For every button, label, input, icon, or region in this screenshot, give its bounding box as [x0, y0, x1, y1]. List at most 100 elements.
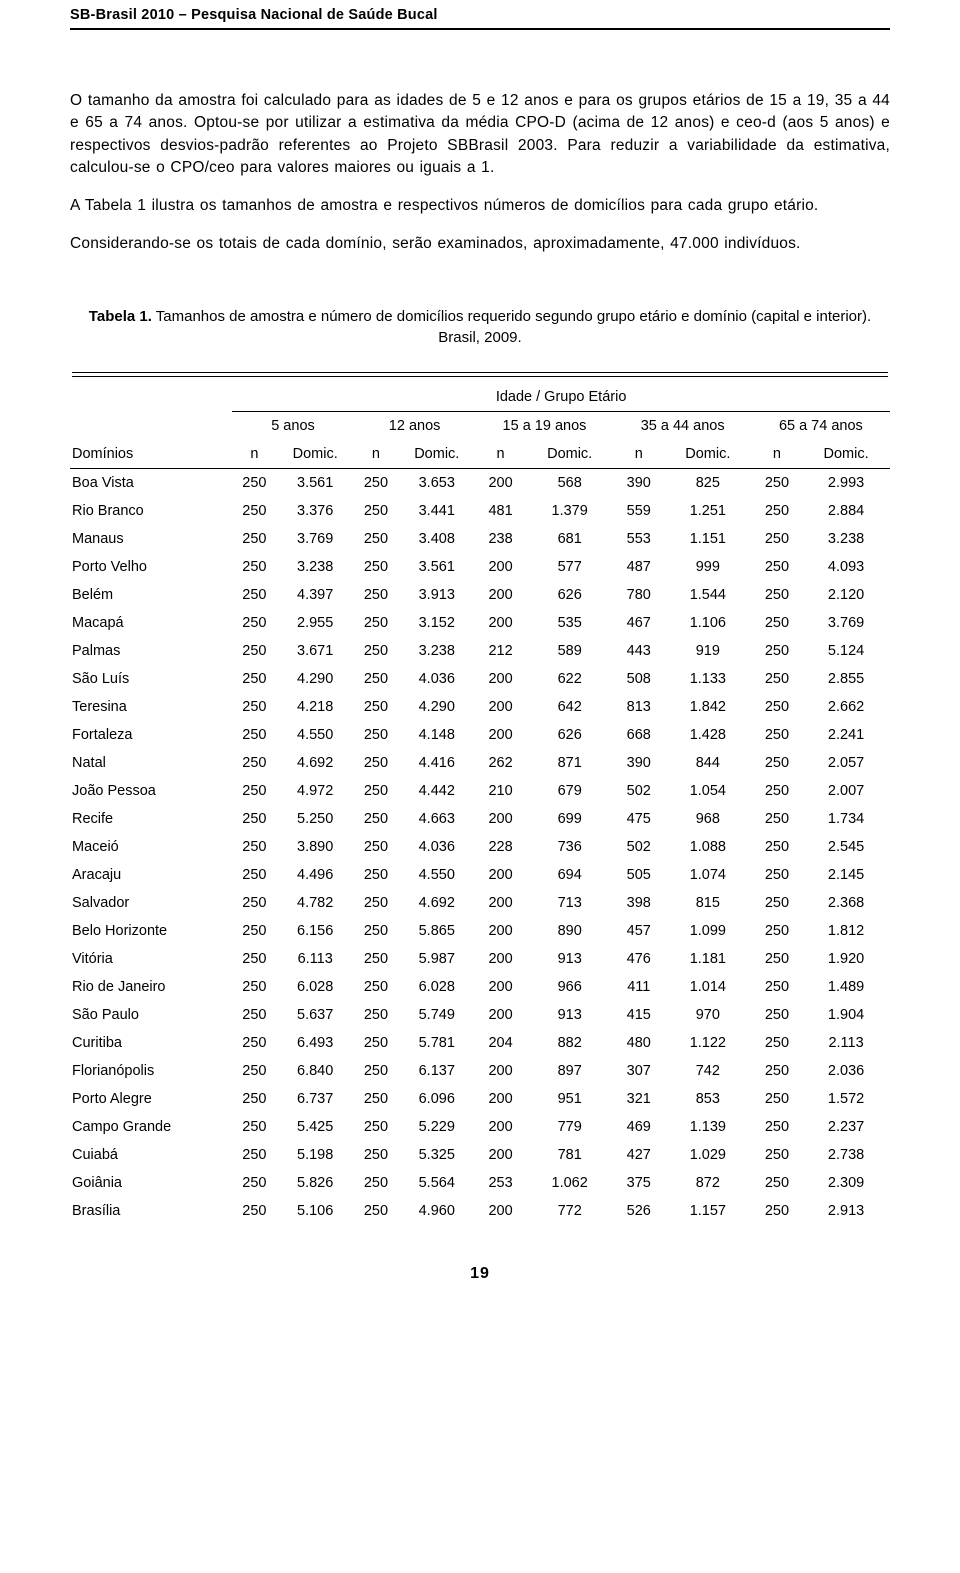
cell: 250 — [232, 609, 276, 637]
cell: 2.120 — [802, 581, 890, 609]
cell: 250 — [354, 777, 398, 805]
cell: 250 — [232, 1197, 276, 1225]
cell: 6.156 — [277, 917, 354, 945]
table-body: Boa Vista2503.5612503.653200568390825250… — [70, 468, 890, 1225]
sub-d-1: Domic. — [398, 440, 475, 469]
cell: 250 — [354, 889, 398, 917]
cell: 4.416 — [398, 749, 475, 777]
cell: 200 — [475, 609, 525, 637]
cell: 250 — [752, 1001, 802, 1029]
cell: 250 — [354, 637, 398, 665]
cell: 250 — [354, 1001, 398, 1029]
cell: 5.564 — [398, 1169, 475, 1197]
cell: 1.842 — [664, 693, 752, 721]
sub-d-0: Domic. — [277, 440, 354, 469]
cell: 210 — [475, 777, 525, 805]
cell: 200 — [475, 1001, 525, 1029]
cell: 6.028 — [277, 973, 354, 1001]
cell: 250 — [354, 525, 398, 553]
sub-n-1: n — [354, 440, 398, 469]
table-row: Brasília2505.1062504.9602007725261.15725… — [70, 1197, 890, 1225]
table-row: Salvador2504.7822504.6922007133988152502… — [70, 889, 890, 917]
cell: 1.572 — [802, 1085, 890, 1113]
cell: 2.993 — [802, 468, 890, 497]
cell: 4.550 — [398, 861, 475, 889]
cell: 475 — [614, 805, 664, 833]
cell: 457 — [614, 917, 664, 945]
cell: 250 — [354, 1141, 398, 1169]
cell: 250 — [354, 861, 398, 889]
cell: 200 — [475, 553, 525, 581]
cell: 2.545 — [802, 833, 890, 861]
row-label: Fortaleza — [70, 721, 232, 749]
cell: 415 — [614, 1001, 664, 1029]
table-row: Natal2504.6922504.4162628713908442502.05… — [70, 749, 890, 777]
row-label: São Luís — [70, 665, 232, 693]
cell: 250 — [232, 1057, 276, 1085]
sub-n-3: n — [614, 440, 664, 469]
cell: 3.238 — [277, 553, 354, 581]
cell: 2.007 — [802, 777, 890, 805]
table-row: Rio de Janeiro2506.0282506.0282009664111… — [70, 973, 890, 1001]
page-container: SB-Brasil 2010 – Pesquisa Nacional de Sa… — [0, 0, 960, 1313]
table-head: Idade / Grupo Etário 5 anos 12 anos 15 a… — [70, 366, 890, 469]
cell: 200 — [475, 693, 525, 721]
cell: 713 — [526, 889, 614, 917]
blank-header-2 — [70, 411, 232, 440]
cell: 481 — [475, 497, 525, 525]
cell: 6.028 — [398, 973, 475, 1001]
cell: 250 — [232, 1029, 276, 1057]
cell: 2.241 — [802, 721, 890, 749]
cell: 4.550 — [277, 721, 354, 749]
cell: 5.987 — [398, 945, 475, 973]
cell: 3.561 — [398, 553, 475, 581]
row-label: Aracaju — [70, 861, 232, 889]
cell: 250 — [354, 749, 398, 777]
cell: 5.781 — [398, 1029, 475, 1057]
cell: 1.151 — [664, 525, 752, 553]
cell: 813 — [614, 693, 664, 721]
cell: 4.148 — [398, 721, 475, 749]
cell: 212 — [475, 637, 525, 665]
cell: 5.865 — [398, 917, 475, 945]
cell: 2.855 — [802, 665, 890, 693]
cell: 250 — [232, 468, 276, 497]
cell: 307 — [614, 1057, 664, 1085]
table-row: Teresina2504.2182504.2902006428131.84225… — [70, 693, 890, 721]
cell: 4.397 — [277, 581, 354, 609]
table-row: Palmas2503.6712503.2382125894439192505.1… — [70, 637, 890, 665]
cell: 3.561 — [277, 468, 354, 497]
cell: 968 — [664, 805, 752, 833]
cell: 999 — [664, 553, 752, 581]
cell: 250 — [752, 721, 802, 749]
cell: 4.218 — [277, 693, 354, 721]
table-row: Belo Horizonte2506.1562505.8652008904571… — [70, 917, 890, 945]
cell: 250 — [752, 889, 802, 917]
cell: 6.737 — [277, 1085, 354, 1113]
cell: 250 — [752, 945, 802, 973]
cell: 2.057 — [802, 749, 890, 777]
cell: 1.489 — [802, 973, 890, 1001]
cell: 5.826 — [277, 1169, 354, 1197]
caption-text: Tamanhos de amostra e número de domicíli… — [152, 308, 871, 346]
cell: 250 — [232, 805, 276, 833]
cell: 4.290 — [277, 665, 354, 693]
cell: 1.122 — [664, 1029, 752, 1057]
cell: 1.062 — [526, 1169, 614, 1197]
cell: 5.325 — [398, 1141, 475, 1169]
cell: 1.544 — [664, 581, 752, 609]
cell: 1.088 — [664, 833, 752, 861]
cell: 250 — [752, 861, 802, 889]
table-row: Curitiba2506.4932505.7812048824801.12225… — [70, 1029, 890, 1057]
cell: 2.309 — [802, 1169, 890, 1197]
top-double-rule — [72, 372, 888, 377]
row-label: Rio de Janeiro — [70, 973, 232, 1001]
cell: 200 — [475, 973, 525, 1001]
table-row: Vitória2506.1132505.9872009134761.181250… — [70, 945, 890, 973]
cell: 772 — [526, 1197, 614, 1225]
cell: 853 — [664, 1085, 752, 1113]
cell: 1.014 — [664, 973, 752, 1001]
row-label: Brasília — [70, 1197, 232, 1225]
cell: 262 — [475, 749, 525, 777]
cell: 559 — [614, 497, 664, 525]
